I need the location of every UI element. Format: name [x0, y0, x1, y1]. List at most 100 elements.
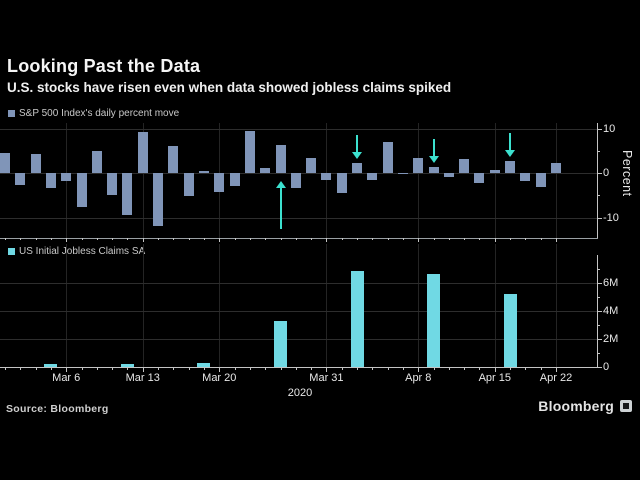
bottom-panel-x-axis [0, 367, 598, 368]
x-tick [525, 367, 527, 370]
x-tick [540, 367, 542, 370]
jobless-claims-bar [274, 320, 287, 367]
sp500-daily-move-bar [321, 173, 332, 181]
chart-title: Looking Past the Data [7, 56, 201, 76]
x-tick [35, 367, 37, 370]
horizontal-gridline [0, 217, 597, 219]
vertical-gridline [418, 123, 420, 238]
y-tick-label: -10 [603, 211, 619, 224]
sp500-daily-move-bar [107, 173, 118, 195]
y-axis-title-percent: Percent [620, 150, 634, 197]
x-tick [402, 367, 404, 370]
sp500-daily-move-bar [61, 173, 72, 181]
x-tick [372, 238, 374, 240]
bloomberg-logo-text: Bloomberg [538, 398, 614, 414]
x-tick [35, 238, 37, 240]
sp500-daily-move-bar [459, 159, 470, 173]
down-arrow-icon [509, 132, 512, 150]
sp500-daily-move-bar [505, 160, 516, 173]
x-tick [556, 238, 558, 242]
x-tick [188, 238, 190, 240]
legend-sp500: S&P 500 Index's daily percent move [8, 108, 179, 119]
vertical-gridline [418, 244, 420, 367]
x-tick [311, 367, 313, 370]
y-tick [597, 339, 602, 340]
x-tick [265, 367, 267, 370]
sp500-daily-move-bar [15, 173, 26, 186]
y-tick-minor [597, 325, 600, 326]
x-tick [158, 367, 160, 370]
up-arrow-icon [279, 188, 282, 229]
x-tick [127, 238, 129, 240]
x-tick [219, 238, 221, 242]
sp500-daily-move-bar [260, 167, 271, 173]
sp500-daily-move-bar [489, 170, 500, 173]
x-tick [402, 238, 404, 240]
x-tick [112, 238, 114, 240]
legend-label-jobless-claims: US Initial Jobless Claims SA [19, 246, 146, 257]
y-tick-minor [597, 297, 600, 298]
vertical-gridline [556, 244, 558, 367]
x-tick-label: Mar 6 [52, 372, 81, 384]
x-tick [326, 367, 328, 372]
x-tick [20, 367, 22, 370]
vertical-gridline [494, 244, 496, 367]
x-tick [510, 367, 512, 370]
sp500-daily-move-bar [229, 173, 240, 186]
x-axis-year-label: 2020 [287, 387, 313, 399]
down-arrow-icon [432, 138, 435, 156]
sp500-daily-move-bar [168, 146, 179, 173]
jobless-claims-bar [350, 270, 364, 367]
sp500-daily-move-bar [137, 131, 148, 173]
x-tick [510, 238, 512, 240]
x-tick [494, 367, 496, 372]
x-tick [81, 238, 83, 240]
bloomberg-logo: Bloomberg [538, 398, 632, 414]
x-tick [433, 367, 435, 370]
sp500-daily-move-bar [413, 157, 424, 173]
horizontal-gridline [0, 128, 597, 130]
vertical-gridline [556, 123, 558, 238]
sp500-daily-move-bar [0, 152, 10, 173]
x-tick [295, 238, 297, 240]
x-tick-label: Apr 8 [405, 372, 432, 384]
y-tick [597, 367, 602, 368]
vertical-gridline [142, 123, 144, 238]
x-tick [464, 367, 466, 370]
legend-swatch-jobless-claims [8, 248, 15, 255]
sp500-daily-move-bar [30, 154, 41, 173]
jobless-claims-bar [197, 363, 211, 367]
sp500-daily-move-bar [352, 162, 363, 173]
sp500-daily-move-bar [153, 173, 164, 227]
y-tick-label: 0 [603, 167, 610, 179]
y-tick-label: 0 [603, 361, 610, 373]
x-tick [311, 238, 313, 240]
x-tick [540, 238, 542, 240]
x-tick [249, 367, 251, 370]
top-panel-y-axis [597, 123, 598, 238]
sp500-daily-move-bar [306, 157, 317, 173]
x-tick [479, 238, 481, 240]
x-tick [127, 367, 129, 370]
x-tick [280, 238, 282, 240]
x-tick [357, 238, 359, 240]
x-tick [219, 367, 221, 372]
jobless-claims-bar [120, 364, 134, 367]
jobless-claims-bar [44, 363, 58, 367]
legend-swatch-sp500 [8, 110, 15, 117]
x-tick [418, 367, 420, 372]
jobless-claims-bar [427, 274, 441, 367]
sp500-daily-move-bar [382, 141, 393, 173]
x-tick [479, 367, 481, 370]
x-tick [66, 367, 68, 372]
x-tick [203, 238, 205, 240]
vertical-gridline [142, 244, 144, 367]
sp500-daily-move-bar [244, 131, 255, 173]
horizontal-gridline [0, 311, 597, 312]
sp500-daily-move-bar [367, 173, 378, 180]
x-tick [556, 367, 558, 372]
x-tick [142, 238, 144, 242]
x-tick [5, 238, 6, 240]
sp500-daily-move-bar [122, 173, 133, 216]
y-tick [597, 217, 602, 219]
